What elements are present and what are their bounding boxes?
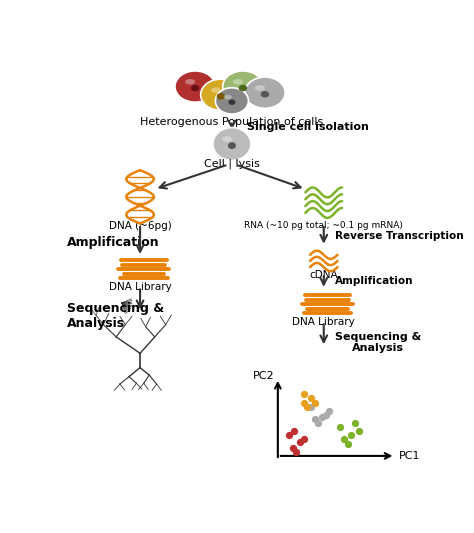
Ellipse shape — [228, 142, 236, 149]
Point — [307, 394, 315, 403]
Ellipse shape — [175, 71, 215, 102]
Point — [307, 402, 315, 411]
Ellipse shape — [217, 93, 225, 100]
Ellipse shape — [185, 79, 195, 85]
Point — [337, 423, 344, 431]
Ellipse shape — [191, 85, 200, 91]
Point — [292, 448, 300, 456]
Ellipse shape — [261, 91, 269, 98]
Text: Cell | lysis: Cell | lysis — [204, 158, 260, 168]
Ellipse shape — [223, 71, 263, 102]
Ellipse shape — [245, 77, 285, 108]
Text: cDNA: cDNA — [310, 270, 338, 280]
Point — [344, 439, 351, 448]
Ellipse shape — [228, 100, 236, 105]
Ellipse shape — [224, 95, 232, 99]
Ellipse shape — [211, 87, 221, 93]
Point — [296, 437, 304, 446]
Point — [314, 419, 322, 427]
Point — [326, 407, 333, 415]
Point — [300, 435, 307, 444]
Text: PC2: PC2 — [253, 371, 274, 381]
Text: Sequencing &
Analysis: Sequencing & Analysis — [335, 332, 421, 353]
Text: DNA (~6pg): DNA (~6pg) — [109, 221, 172, 231]
Text: RNA (~10 pg total; ~0.1 pg mRNA): RNA (~10 pg total; ~0.1 pg mRNA) — [244, 221, 403, 230]
Point — [303, 402, 311, 411]
Ellipse shape — [255, 85, 265, 91]
Text: Sequencing &
Analysis: Sequencing & Analysis — [66, 302, 164, 330]
Point — [300, 390, 307, 399]
Point — [322, 410, 329, 419]
Point — [318, 413, 326, 421]
Text: DNA Library: DNA Library — [292, 317, 355, 327]
Text: Heterogenous Population of cells: Heterogenous Population of cells — [140, 117, 324, 127]
Ellipse shape — [213, 127, 251, 160]
Point — [300, 398, 307, 407]
Point — [340, 435, 348, 444]
Ellipse shape — [201, 79, 241, 110]
Text: Reverse Transcription: Reverse Transcription — [335, 230, 464, 240]
Point — [285, 431, 292, 440]
Point — [311, 415, 319, 423]
Point — [291, 427, 298, 435]
Text: Single cell isolation: Single cell isolation — [246, 122, 368, 132]
Text: Amplification: Amplification — [66, 236, 159, 249]
Ellipse shape — [215, 88, 248, 114]
Point — [351, 419, 359, 427]
Text: DNA Library: DNA Library — [109, 282, 172, 292]
Text: PC1: PC1 — [399, 451, 420, 461]
Point — [347, 431, 355, 440]
Point — [311, 398, 319, 407]
Text: Amplification: Amplification — [335, 277, 413, 286]
Ellipse shape — [222, 136, 232, 142]
Point — [289, 443, 296, 452]
Ellipse shape — [233, 79, 243, 85]
Point — [355, 427, 363, 435]
Ellipse shape — [239, 85, 247, 91]
